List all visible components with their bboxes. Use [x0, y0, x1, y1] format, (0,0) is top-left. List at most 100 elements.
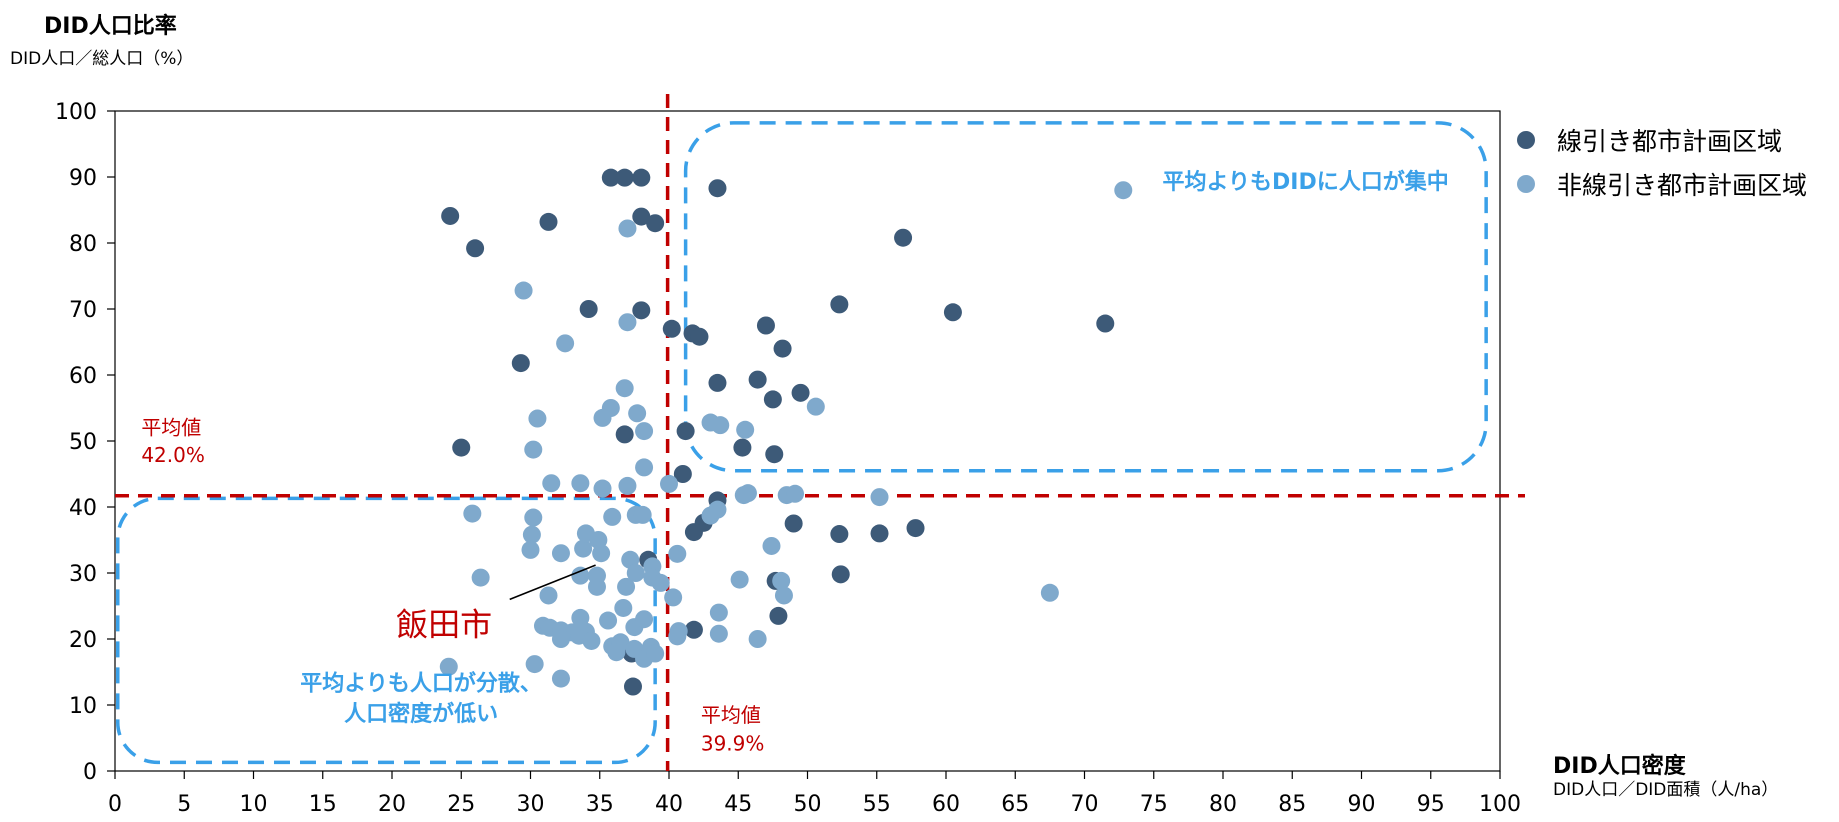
data-point-light: [522, 525, 541, 544]
region-low-label-1: 平均よりも人口が分散、: [300, 670, 542, 696]
x-tick-label: 65: [1001, 792, 1029, 817]
y-axis-subtitle: DID人口／総人口（%）: [10, 49, 194, 69]
x-tick-label: 55: [863, 792, 891, 817]
data-point-dark: [632, 301, 651, 320]
data-point-light: [525, 655, 544, 674]
data-point-light: [626, 564, 645, 582]
x-tick-label: 5: [177, 792, 191, 817]
data-point-light: [551, 669, 570, 688]
data-point-light: [582, 631, 601, 650]
y-tick-label: 70: [69, 298, 97, 323]
avg-x-label-2: 39.9%: [701, 732, 765, 756]
y-tick-label: 80: [69, 232, 97, 257]
region-low-label-2: 人口密度が低い: [344, 701, 498, 727]
y-tick-label: 90: [69, 166, 97, 191]
region-low-box: [116, 496, 657, 765]
legend-marker-dark: [1517, 131, 1535, 149]
data-point-dark: [684, 523, 703, 542]
x-tick-label: 10: [240, 792, 268, 817]
data-point-light: [870, 488, 889, 507]
data-point-light: [524, 440, 543, 459]
x-tick-label: 100: [1479, 792, 1521, 817]
data-point-dark: [769, 606, 788, 625]
data-point-light: [618, 219, 637, 238]
x-tick-label: 30: [517, 792, 545, 817]
data-point-light: [542, 474, 561, 493]
data-point-dark: [601, 168, 620, 187]
data-point-light: [730, 570, 749, 589]
data-point-dark: [831, 565, 850, 584]
data-point-light: [762, 536, 781, 555]
data-point-light: [528, 409, 547, 428]
x-tick-label: 75: [1140, 792, 1168, 817]
data-point-light: [1114, 181, 1133, 200]
data-point-light: [806, 397, 825, 416]
data-point-dark: [615, 425, 634, 444]
x-tick-label: 45: [724, 792, 752, 817]
data-point-dark: [632, 207, 651, 226]
data-point-dark: [690, 327, 709, 346]
y-tick-label: 40: [69, 496, 97, 521]
data-point-light: [660, 474, 678, 493]
data-point-dark: [441, 206, 460, 225]
data-point-light: [571, 474, 590, 493]
data-point-light: [556, 334, 575, 353]
data-point-dark: [830, 295, 849, 314]
region-high-box: [683, 121, 1488, 473]
data-point-dark: [748, 370, 767, 389]
data-point-light: [603, 507, 622, 526]
data-point-light: [551, 630, 570, 648]
data-point-light: [574, 539, 593, 558]
data-point-dark: [662, 319, 681, 338]
data-point-light: [593, 479, 612, 498]
data-point-light: [471, 568, 490, 587]
y-tick-label: 0: [83, 760, 97, 785]
data-point-light: [635, 458, 654, 477]
x-tick-label: 85: [1278, 792, 1306, 817]
data-point-light: [439, 657, 458, 676]
x-tick-label: 35: [586, 792, 614, 817]
y-tick-label: 50: [69, 430, 97, 455]
data-point-dark: [539, 212, 558, 231]
data-point-dark: [673, 465, 692, 483]
data-point-light: [618, 313, 637, 332]
data-point-light: [617, 577, 636, 596]
data-point-light: [708, 500, 727, 519]
x-tick-label: 80: [1209, 792, 1237, 817]
avg-y-label-2: 42.0%: [141, 443, 205, 467]
data-point-light: [651, 573, 670, 592]
data-point-dark: [615, 168, 634, 187]
data-point-dark: [773, 339, 792, 358]
x-tick-label: 50: [794, 792, 822, 817]
data-point-dark: [708, 373, 727, 392]
data-point-light: [736, 420, 755, 439]
legend-label-light: 非線引き都市計画区域: [1557, 171, 1808, 200]
y-tick-label: 60: [69, 364, 97, 389]
data-point-light: [668, 544, 687, 563]
data-point-light: [618, 476, 637, 495]
data-point-dark: [894, 228, 913, 247]
data-point-dark: [943, 303, 962, 322]
data-point-dark: [452, 438, 471, 457]
data-point-dark: [763, 390, 782, 409]
data-point-light: [633, 505, 652, 524]
data-point-light: [628, 404, 647, 423]
x-axis-title: DID人口密度: [1553, 754, 1686, 779]
y-tick-label: 10: [69, 694, 97, 719]
data-point-light: [711, 416, 730, 435]
data-point-dark: [1096, 314, 1115, 333]
data-point-light: [599, 611, 618, 630]
legend-label-dark: 線引き都市計画区域: [1557, 127, 1783, 156]
x-tick-label: 25: [447, 792, 475, 817]
region-high-label: 平均よりもDIDに人口が集中: [1162, 169, 1448, 195]
data-point-light: [748, 630, 767, 648]
data-point-light: [615, 379, 634, 398]
data-point-dark: [708, 179, 727, 198]
y-tick-label: 30: [69, 562, 97, 587]
data-point-light: [709, 603, 728, 622]
y-axis-title: DID人口比率: [44, 14, 177, 39]
data-point-light: [571, 566, 590, 585]
data-point-light: [551, 544, 570, 563]
x-tick-label: 90: [1348, 792, 1376, 817]
